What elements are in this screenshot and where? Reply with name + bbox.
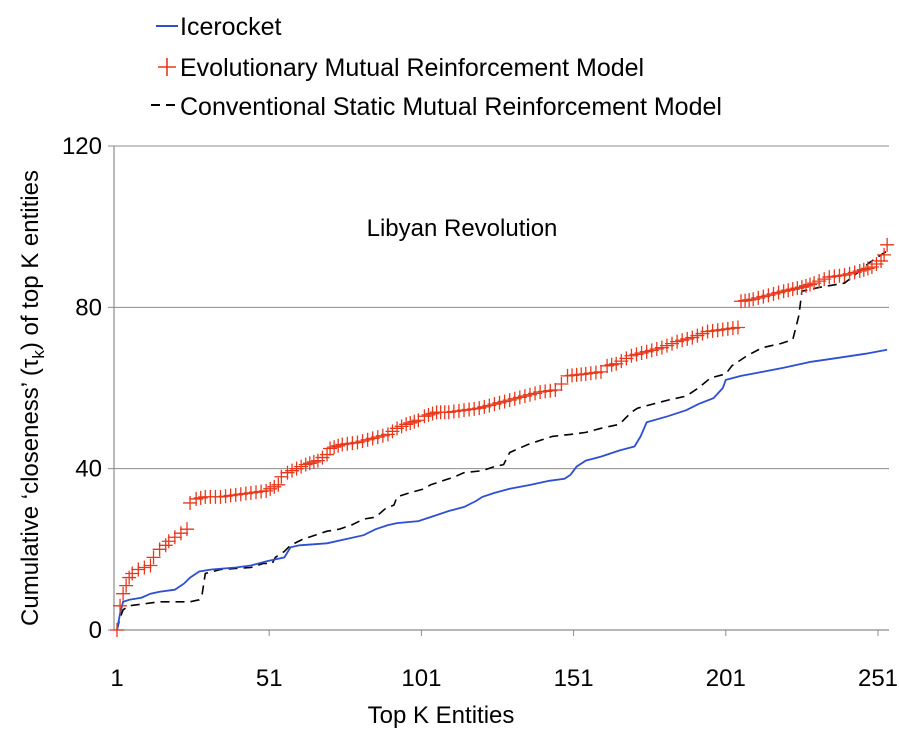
- legend: Icerocket Evolutionary Mutual Reinforcem…: [151, 13, 722, 121]
- series-marker: [167, 530, 182, 545]
- y-axis-label-rest: ) of top K entities: [17, 170, 44, 350]
- x-tick-label: 151: [554, 665, 594, 692]
- legend-label-icerocket: Icerocket: [180, 13, 281, 41]
- y-axis-label-main: Cumulative ‘closeness’ (τ: [17, 358, 44, 626]
- series-0: [116, 348, 888, 631]
- series-marker: [320, 447, 335, 462]
- series-marker: [554, 376, 569, 391]
- series-marker: [548, 383, 563, 398]
- x-tick-labels: 1 51 101 151 201 251: [110, 630, 898, 692]
- series-marker: [877, 247, 892, 262]
- y-tick-labels: 0 40 80 120: [62, 133, 114, 644]
- y-tick-label: 0: [89, 617, 102, 644]
- series-marker: [152, 542, 167, 557]
- series-marker: [158, 538, 173, 553]
- series-layer: [110, 237, 895, 637]
- y-tick-label: 40: [75, 456, 102, 483]
- axes: [113, 146, 889, 631]
- series-1: [110, 237, 895, 637]
- y-axis-label-subscript: k: [29, 350, 48, 359]
- series-marker: [137, 560, 152, 575]
- series-marker: [327, 440, 342, 455]
- series-marker: [119, 578, 134, 593]
- y-axis-label: Cumulative ‘closeness’ (τk) of top K ent…: [17, 170, 48, 626]
- series-marker: [803, 277, 818, 292]
- series-marker: [267, 479, 282, 494]
- series-line: [116, 250, 888, 631]
- series-marker: [263, 481, 278, 496]
- series-marker: [742, 292, 757, 307]
- x-tick-label: 1: [110, 665, 123, 692]
- series-marker: [274, 469, 289, 484]
- x-tick-label: 201: [706, 665, 746, 692]
- series-marker: [125, 566, 140, 581]
- series-marker: [880, 237, 895, 252]
- legend-swatch-evolutionary: [158, 58, 176, 76]
- series-marker: [798, 278, 813, 293]
- x-tick-label: 101: [401, 665, 441, 692]
- series-marker: [271, 477, 286, 492]
- series-line: [116, 348, 888, 631]
- series-marker: [425, 406, 440, 421]
- legend-item-icerocket: Icerocket: [156, 13, 281, 41]
- series-marker: [331, 438, 346, 453]
- y-tick-label: 80: [75, 294, 102, 321]
- gridlines: [114, 145, 889, 470]
- series-marker: [856, 262, 871, 277]
- series-marker: [173, 526, 188, 541]
- series-marker: [734, 294, 749, 309]
- series-marker: [143, 558, 158, 573]
- x-tick-label: 51: [256, 665, 283, 692]
- y-tick-label: 120: [62, 133, 102, 160]
- x-axis-label: Top K Entities: [368, 702, 515, 729]
- x-tick-label: 251: [858, 665, 898, 692]
- legend-item-conventional: Conventional Static Mutual Reinforcement…: [151, 93, 722, 121]
- series-marker: [874, 253, 889, 268]
- series-marker: [730, 320, 745, 335]
- chart-annotation: Libyan Revolution: [367, 215, 558, 242]
- series-marker: [738, 293, 753, 308]
- legend-label-conventional: Conventional Static Mutual Reinforcement…: [180, 93, 722, 121]
- series-marker: [323, 441, 338, 456]
- series-marker: [122, 570, 137, 585]
- series-marker: [146, 550, 161, 565]
- series-marker: [593, 364, 608, 379]
- series-2: [116, 250, 888, 631]
- legend-item-evolutionary: Evolutionary Mutual Reinforcement Model: [158, 54, 644, 82]
- series-marker: [161, 534, 176, 549]
- series-marker: [110, 623, 124, 637]
- series-marker: [403, 415, 418, 430]
- series-marker: [180, 522, 195, 537]
- legend-label-evolutionary: Evolutionary Mutual Reinforcement Model: [180, 54, 644, 82]
- series-marker: [116, 586, 131, 601]
- series-marker: [131, 562, 146, 577]
- series-marker: [113, 598, 128, 613]
